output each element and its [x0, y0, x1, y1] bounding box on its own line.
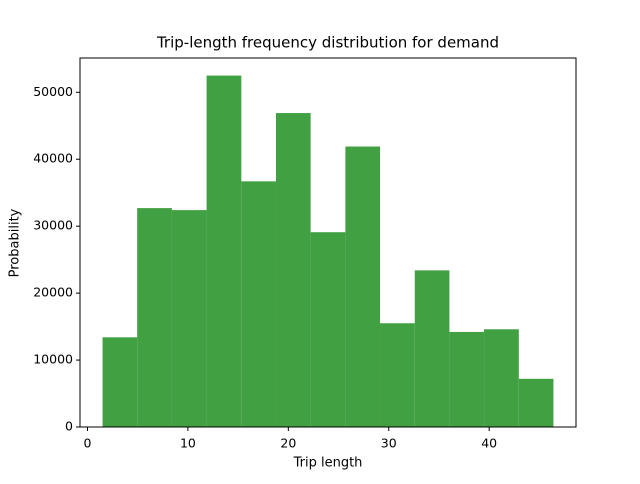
- x-tick-label: 10: [180, 436, 196, 451]
- y-axis-label: Probability: [8, 208, 23, 277]
- x-tick-label: 20: [280, 436, 296, 451]
- bar: [171, 210, 207, 427]
- y-tick-label: 40000: [33, 151, 73, 166]
- x-tick-label: 30: [381, 436, 397, 451]
- bar: [414, 270, 450, 427]
- bar: [484, 329, 519, 427]
- bar: [449, 331, 485, 427]
- bar: [345, 146, 381, 427]
- bar: [380, 323, 415, 427]
- y-tick-label: 0: [65, 419, 73, 434]
- y-tick-label: 20000: [33, 285, 73, 300]
- x-axis-label: Trip length: [293, 456, 363, 471]
- x-tick-label: 0: [84, 436, 92, 451]
- x-tick-label: 40: [481, 436, 497, 451]
- y-tick-label: 50000: [33, 84, 73, 99]
- bar: [102, 337, 138, 427]
- y-tick-label: 30000: [33, 218, 73, 233]
- plot-frame: [79, 57, 577, 428]
- bar: [518, 378, 554, 427]
- bar: [241, 181, 276, 427]
- y-tick-label: 10000: [33, 352, 73, 367]
- chart-title: Trip-length frequency distribution for d…: [156, 34, 499, 52]
- bar: [275, 113, 311, 428]
- bar: [206, 75, 242, 428]
- bar: [310, 232, 346, 427]
- bar: [137, 208, 172, 427]
